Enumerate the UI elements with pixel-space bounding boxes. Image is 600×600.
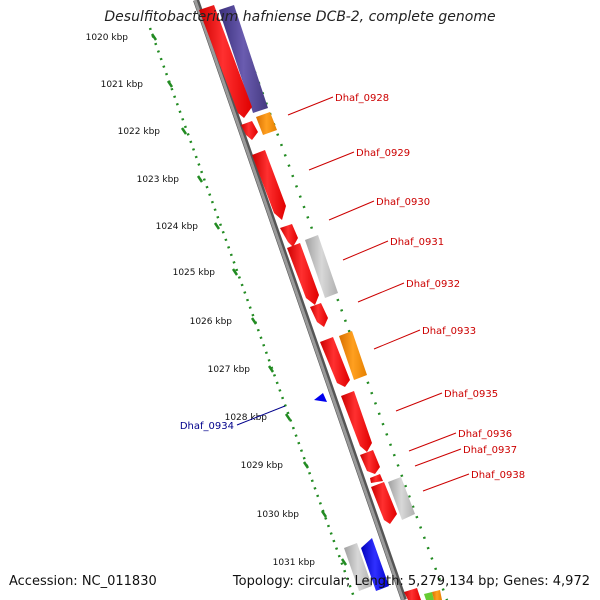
ruler-major-tick	[150, 33, 158, 41]
gene-orange-1[interactable]	[256, 112, 277, 135]
ruler-major-tick	[302, 461, 310, 469]
gene-grey-1[interactable]	[305, 235, 338, 298]
gene-label-leader-line	[408, 432, 457, 452]
map-title: Desulfitobacterium hafniense DCB-2, comp…	[104, 9, 496, 25]
gene-red-11[interactable]	[371, 482, 397, 524]
gene-features	[199, 5, 442, 600]
ruler-label: 1030 kbp	[257, 510, 300, 520]
gene-labels: Dhaf_0928 Dhaf_0929 Dhaf_0930 Dhaf_0931 Dhaf…	[180, 93, 525, 492]
ruler-label: 1020 kbp	[86, 33, 129, 43]
ruler-major-tick	[213, 222, 221, 230]
ruler-major-tick	[166, 80, 174, 88]
ruler-label: 1025 kbp	[173, 268, 216, 278]
ruler-label: 1024 kbp	[156, 222, 199, 232]
genome-backbone	[193, 0, 405, 600]
ruler-label: 1022 kbp	[118, 127, 161, 137]
gene-blue-small[interactable]	[314, 393, 327, 402]
gene-grey-3[interactable]	[344, 543, 372, 591]
gene-label[interactable]: Dhaf_0936	[458, 429, 512, 440]
ruler-major-tick	[340, 558, 348, 566]
gene-label-leader-line	[308, 151, 355, 171]
gene-label[interactable]: Dhaf_0929	[356, 148, 410, 159]
gene-label[interactable]: Dhaf_0938	[471, 470, 525, 481]
gene-label-leader-line	[373, 329, 421, 350]
ruler-label: 1021 kbp	[101, 80, 144, 90]
gene-label-leader-line	[236, 405, 286, 426]
gene-red-9[interactable]	[360, 450, 380, 474]
gene-label-leader-line	[328, 200, 375, 221]
gene-label[interactable]: Dhaf_0931	[390, 237, 444, 248]
gene-label-leader-line	[414, 448, 462, 467]
gene-label-leader-line	[395, 392, 443, 412]
gene-green-1[interactable]	[424, 592, 434, 600]
tick-track-right	[234, 19, 449, 600]
gene-label[interactable]: Dhaf_0930	[376, 197, 430, 208]
gene-orange-2[interactable]	[339, 331, 367, 380]
gene-label-leader-line	[287, 96, 334, 116]
gene-red-12[interactable]	[404, 588, 421, 600]
gene-label[interactable]: Dhaf_0932	[406, 279, 460, 290]
genome-summary-text: Topology: circular; Length: 5,279,134 bp…	[232, 574, 590, 589]
gene-label[interactable]: Dhaf_0937	[463, 445, 517, 456]
gene-red-1[interactable]	[199, 5, 252, 118]
gene-label[interactable]: Dhaf_0935	[444, 389, 498, 400]
gene-purple-1[interactable]	[219, 5, 268, 113]
ruler-major-tick	[196, 175, 204, 183]
ruler-label: 1028 kbp	[225, 413, 268, 423]
ruler-major-tick	[267, 365, 275, 373]
gene-label[interactable]: Dhaf_0934	[180, 421, 234, 432]
ruler-major-tick	[231, 268, 239, 276]
ruler-label: 1027 kbp	[208, 365, 251, 375]
gene-label-leader-line	[357, 282, 405, 303]
gene-grey-2[interactable]	[388, 477, 415, 520]
accession-text: Accession: NC_011830	[9, 574, 157, 589]
gene-blue-1[interactable]	[361, 538, 389, 591]
ruler-label: 1026 kbp	[190, 317, 233, 327]
ruler-label: 1023 kbp	[137, 175, 180, 185]
gene-label-leader-line	[342, 240, 389, 261]
ruler-major-tick	[250, 317, 258, 325]
ruler-label: 1029 kbp	[241, 461, 284, 471]
gene-red-8[interactable]	[341, 391, 372, 452]
ruler-major-tick	[320, 510, 328, 518]
ruler-label: 1031 kbp	[273, 558, 316, 568]
kbp-ruler: 1020 kbp 1021 kbp 1022 kbp 1023 kbp 1024 kbp…	[86, 33, 348, 568]
gene-red-2[interactable]	[241, 121, 258, 140]
gene-label[interactable]: Dhaf_0928	[335, 93, 389, 104]
gene-red-6[interactable]	[310, 303, 328, 327]
gene-label[interactable]: Dhaf_0933	[422, 326, 476, 337]
gene-red-10[interactable]	[370, 474, 383, 483]
gene-orange-3[interactable]	[432, 590, 442, 600]
gene-red-3[interactable]	[252, 150, 286, 220]
ruler-major-tick	[180, 127, 188, 135]
ruler-major-tick	[284, 413, 292, 421]
gene-label-leader-line	[422, 473, 470, 492]
gene-red-4[interactable]	[280, 224, 298, 247]
gene-red-5[interactable]	[287, 243, 319, 305]
gene-red-7[interactable]	[320, 337, 350, 387]
